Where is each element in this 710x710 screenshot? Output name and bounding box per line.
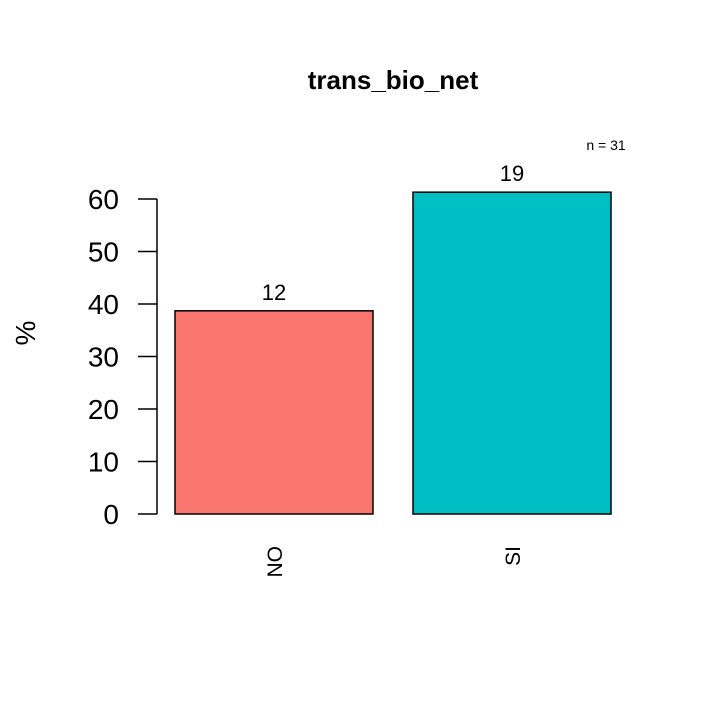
bars: 12 NO 19 SI [174,161,612,578]
y-tick-label: 10 [88,447,119,478]
y-tick-label: 0 [103,499,119,530]
bar-si [412,191,612,515]
y-axis: 0 10 20 30 40 50 60 [88,184,158,530]
bar-no [174,310,374,515]
y-tick-label: 30 [88,342,119,373]
data-label-no: 12 [262,280,286,305]
y-tick-label: 60 [88,184,119,215]
chart-title: trans_bio_net [308,65,479,95]
y-tick-label: 50 [88,237,119,268]
x-tick-label-si: SI [502,546,525,566]
x-tick-label-no: NO [264,546,287,578]
y-tick-label: 20 [88,394,119,425]
data-label-si: 19 [500,161,524,186]
sample-size-note: n = 31 [586,137,626,153]
y-axis-label: % [10,321,41,346]
y-tick-label: 40 [88,289,119,320]
